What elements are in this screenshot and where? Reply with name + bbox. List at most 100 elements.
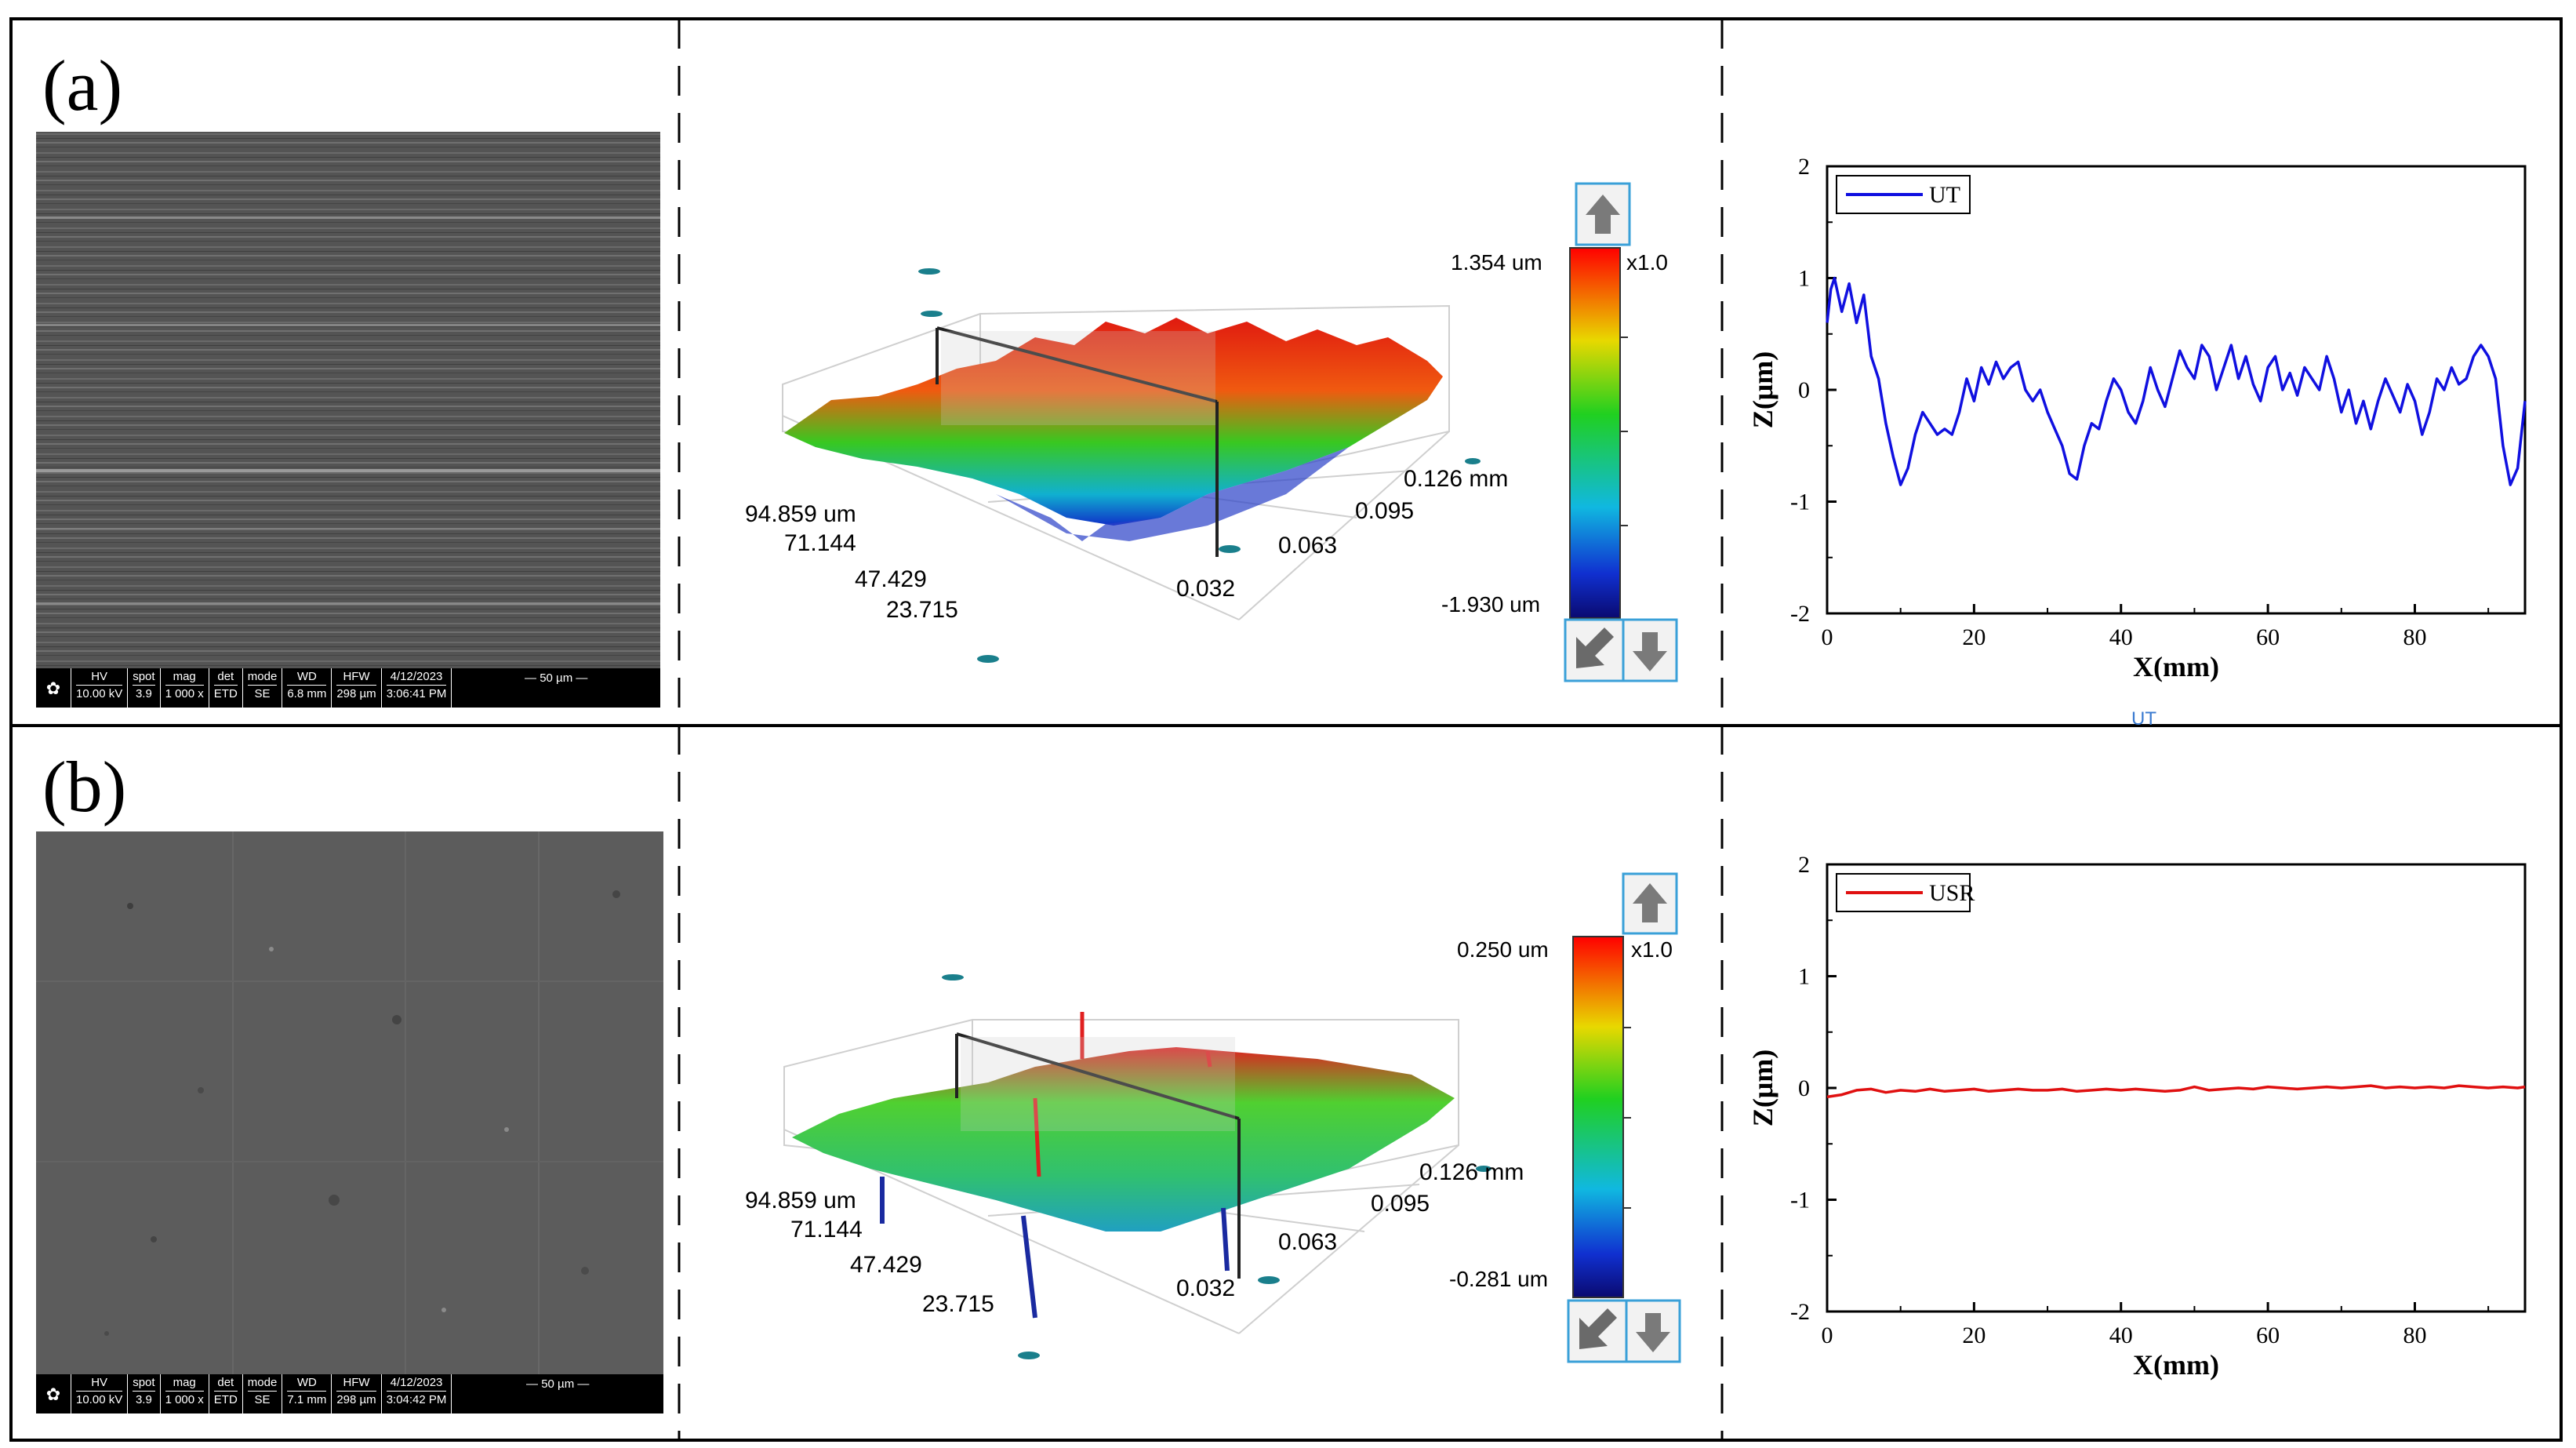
profile-chart-a: 2 1 0 -1 -2 0 20 40 60 80 X(mm) Z(μm) UT [1747, 154, 2527, 682]
panel-label-b: (b) [42, 747, 127, 827]
profile-marker-a [936, 326, 1219, 557]
arrow-down-icon [1636, 1313, 1670, 1352]
sem-micrograph-b [36, 831, 663, 1374]
x-tick-label: 40 [2109, 624, 2133, 650]
sem-field: spot 3.9 [128, 1374, 161, 1413]
sem-field: mode SE [243, 668, 283, 708]
y-tick-label: 0 [1798, 377, 1810, 403]
x-tick-label: 20 [1962, 1322, 1986, 1348]
arrow-up-icon [1633, 883, 1667, 922]
sem-field: WD 7.1 mm [282, 1374, 332, 1413]
surface-shadow-a [996, 447, 1349, 541]
axis-gizmo-icon [918, 268, 1481, 663]
arrow-diagonal-icon [1579, 1308, 1617, 1349]
y-tick-label: 2 [1798, 154, 1810, 180]
profile-marker-b [955, 1032, 1241, 1279]
sem-field: 4/12/2023 3:04:42 PM [382, 1374, 452, 1413]
x-tick-label: 0.095 [1371, 1191, 1430, 1217]
x-tick-label: 80 [2403, 624, 2426, 650]
sem-field: HFW 298 µm [332, 668, 382, 708]
y-tick-label: 71.144 [790, 1217, 863, 1242]
y-tick-label: 1 [1798, 964, 1810, 990]
z-min-label: -1.930 um [1441, 592, 1540, 617]
sem-field: 4/12/2023 3:06:41 PM [382, 668, 452, 708]
y-tick-label: 47.429 [855, 566, 927, 592]
arrow-up-icon [1586, 195, 1620, 234]
y-tick-label: 2 [1798, 852, 1810, 878]
fei-logo-icon: ✿ [36, 1374, 71, 1413]
y-tick-label: -2 [1790, 601, 1810, 627]
sem-field: HV 10.00 kV [71, 668, 129, 708]
plot-area [1826, 165, 2527, 615]
y-axis-label: Z(μm) [1747, 1050, 1778, 1126]
faint-ut-label: UT [2131, 708, 2156, 729]
color-scale [1569, 247, 1621, 619]
sem-field: HFW 298 µm [332, 1374, 382, 1413]
color-scale [1572, 936, 1624, 1298]
sem-field: HV 10.00 kV [71, 1374, 129, 1413]
series-line-ut [1826, 276, 2527, 486]
x-tick-label: 80 [2403, 1322, 2426, 1348]
sem-databar-a: ✿ HV 10.00 kV spot 3.9 mag 1 000 x det ETD m… [36, 668, 660, 708]
sem-field: mag 1 000 x [161, 668, 209, 708]
x-tick-label: 60 [2256, 1322, 2280, 1348]
x-tick-label: 40 [2109, 1322, 2133, 1348]
x-tick-label: 0 [1822, 624, 1833, 650]
panel-label-a: (a) [42, 45, 123, 126]
sem-field: spot 3.9 [128, 668, 161, 708]
color-scale-ticks [1620, 337, 1628, 526]
x-tick-label: 0.032 [1176, 576, 1235, 602]
sem-micrograph-a [36, 132, 660, 668]
x-tick-label: 0.126 mm [1404, 466, 1508, 492]
series-line-usr [1826, 1084, 2526, 1099]
zoom-label: x1.0 [1631, 937, 1673, 962]
fei-logo-icon: ✿ [36, 668, 71, 708]
topography-3d-b: 94.859 um 71.144 47.429 23.715 0.126 mm … [745, 974, 1524, 1359]
legend-label: UT [1929, 182, 1960, 208]
legend-label: USR [1929, 880, 1975, 906]
axis-gizmo-icon [942, 974, 1491, 1359]
y-tick-label: 1 [1798, 266, 1810, 292]
sem-field: mode SE [243, 1374, 283, 1413]
x-tick-label: 0.063 [1278, 1229, 1337, 1255]
x-tick-label: 60 [2256, 624, 2280, 650]
y-tick-label: 94.859 um [745, 501, 856, 527]
y-tick-label: 0 [1798, 1075, 1810, 1101]
outer-border [9, 17, 2563, 1442]
y-tick-label: -1 [1790, 489, 1810, 515]
y-tick-label: -1 [1790, 1188, 1810, 1213]
y-tick-label: 94.859 um [745, 1188, 856, 1213]
y-tick-label: 23.715 [922, 1291, 994, 1317]
z-max-label: 0.250 um [1457, 937, 1549, 962]
x-tick-label: 0.032 [1176, 1275, 1235, 1301]
arrow-down-icon [1633, 632, 1667, 671]
sem-field: det ETD [209, 668, 243, 708]
topography-3d-a: 94.859 um 71.144 47.429 23.715 0.126 mm … [745, 268, 1508, 663]
zoom-label: x1.0 [1626, 250, 1668, 275]
surface-peaks-b [1033, 1012, 1212, 1177]
x-tick-label: 20 [1962, 624, 1986, 650]
z-min-label: -0.281 um [1449, 1267, 1548, 1291]
x-axis-label: X(mm) [2133, 651, 2219, 682]
surface-spikes-b [880, 1177, 1230, 1319]
profile-chart-b: 2 1 0 -1 -2 0 20 40 60 80 X(mm) Z(μm) USR [1747, 852, 2527, 1381]
colorbar-a: 1.354 um -1.930 um x1.0 [1441, 182, 1678, 682]
x-tick-label: 0 [1822, 1322, 1833, 1348]
sem-image-b: ✿ HV 10.00 kV spot 3.9 mag 1 000 x det ETD m… [36, 831, 663, 1413]
sem-databar-b: ✿ HV 10.00 kV spot 3.9 mag 1 000 x det ETD m… [36, 1374, 663, 1413]
sem-scale-bar: — 50 µm — [525, 671, 588, 685]
z-max-label: 1.354 um [1451, 250, 1542, 275]
x-tick-label: 0.095 [1355, 498, 1414, 524]
sem-field: WD 6.8 mm [282, 668, 332, 708]
y-tick-label: 71.144 [784, 530, 856, 556]
profile-plane-b [961, 1037, 1235, 1131]
surface-a [784, 318, 1443, 526]
y-tick-label: 47.429 [850, 1252, 922, 1278]
colorbar-b: 0.250 um -0.281 um x1.0 [1449, 872, 1681, 1363]
color-scale-ticks [1623, 1027, 1631, 1209]
profile-plane-a [941, 331, 1215, 425]
y-tick-label: -2 [1790, 1299, 1810, 1325]
x-tick-label: 0.063 [1278, 533, 1337, 558]
